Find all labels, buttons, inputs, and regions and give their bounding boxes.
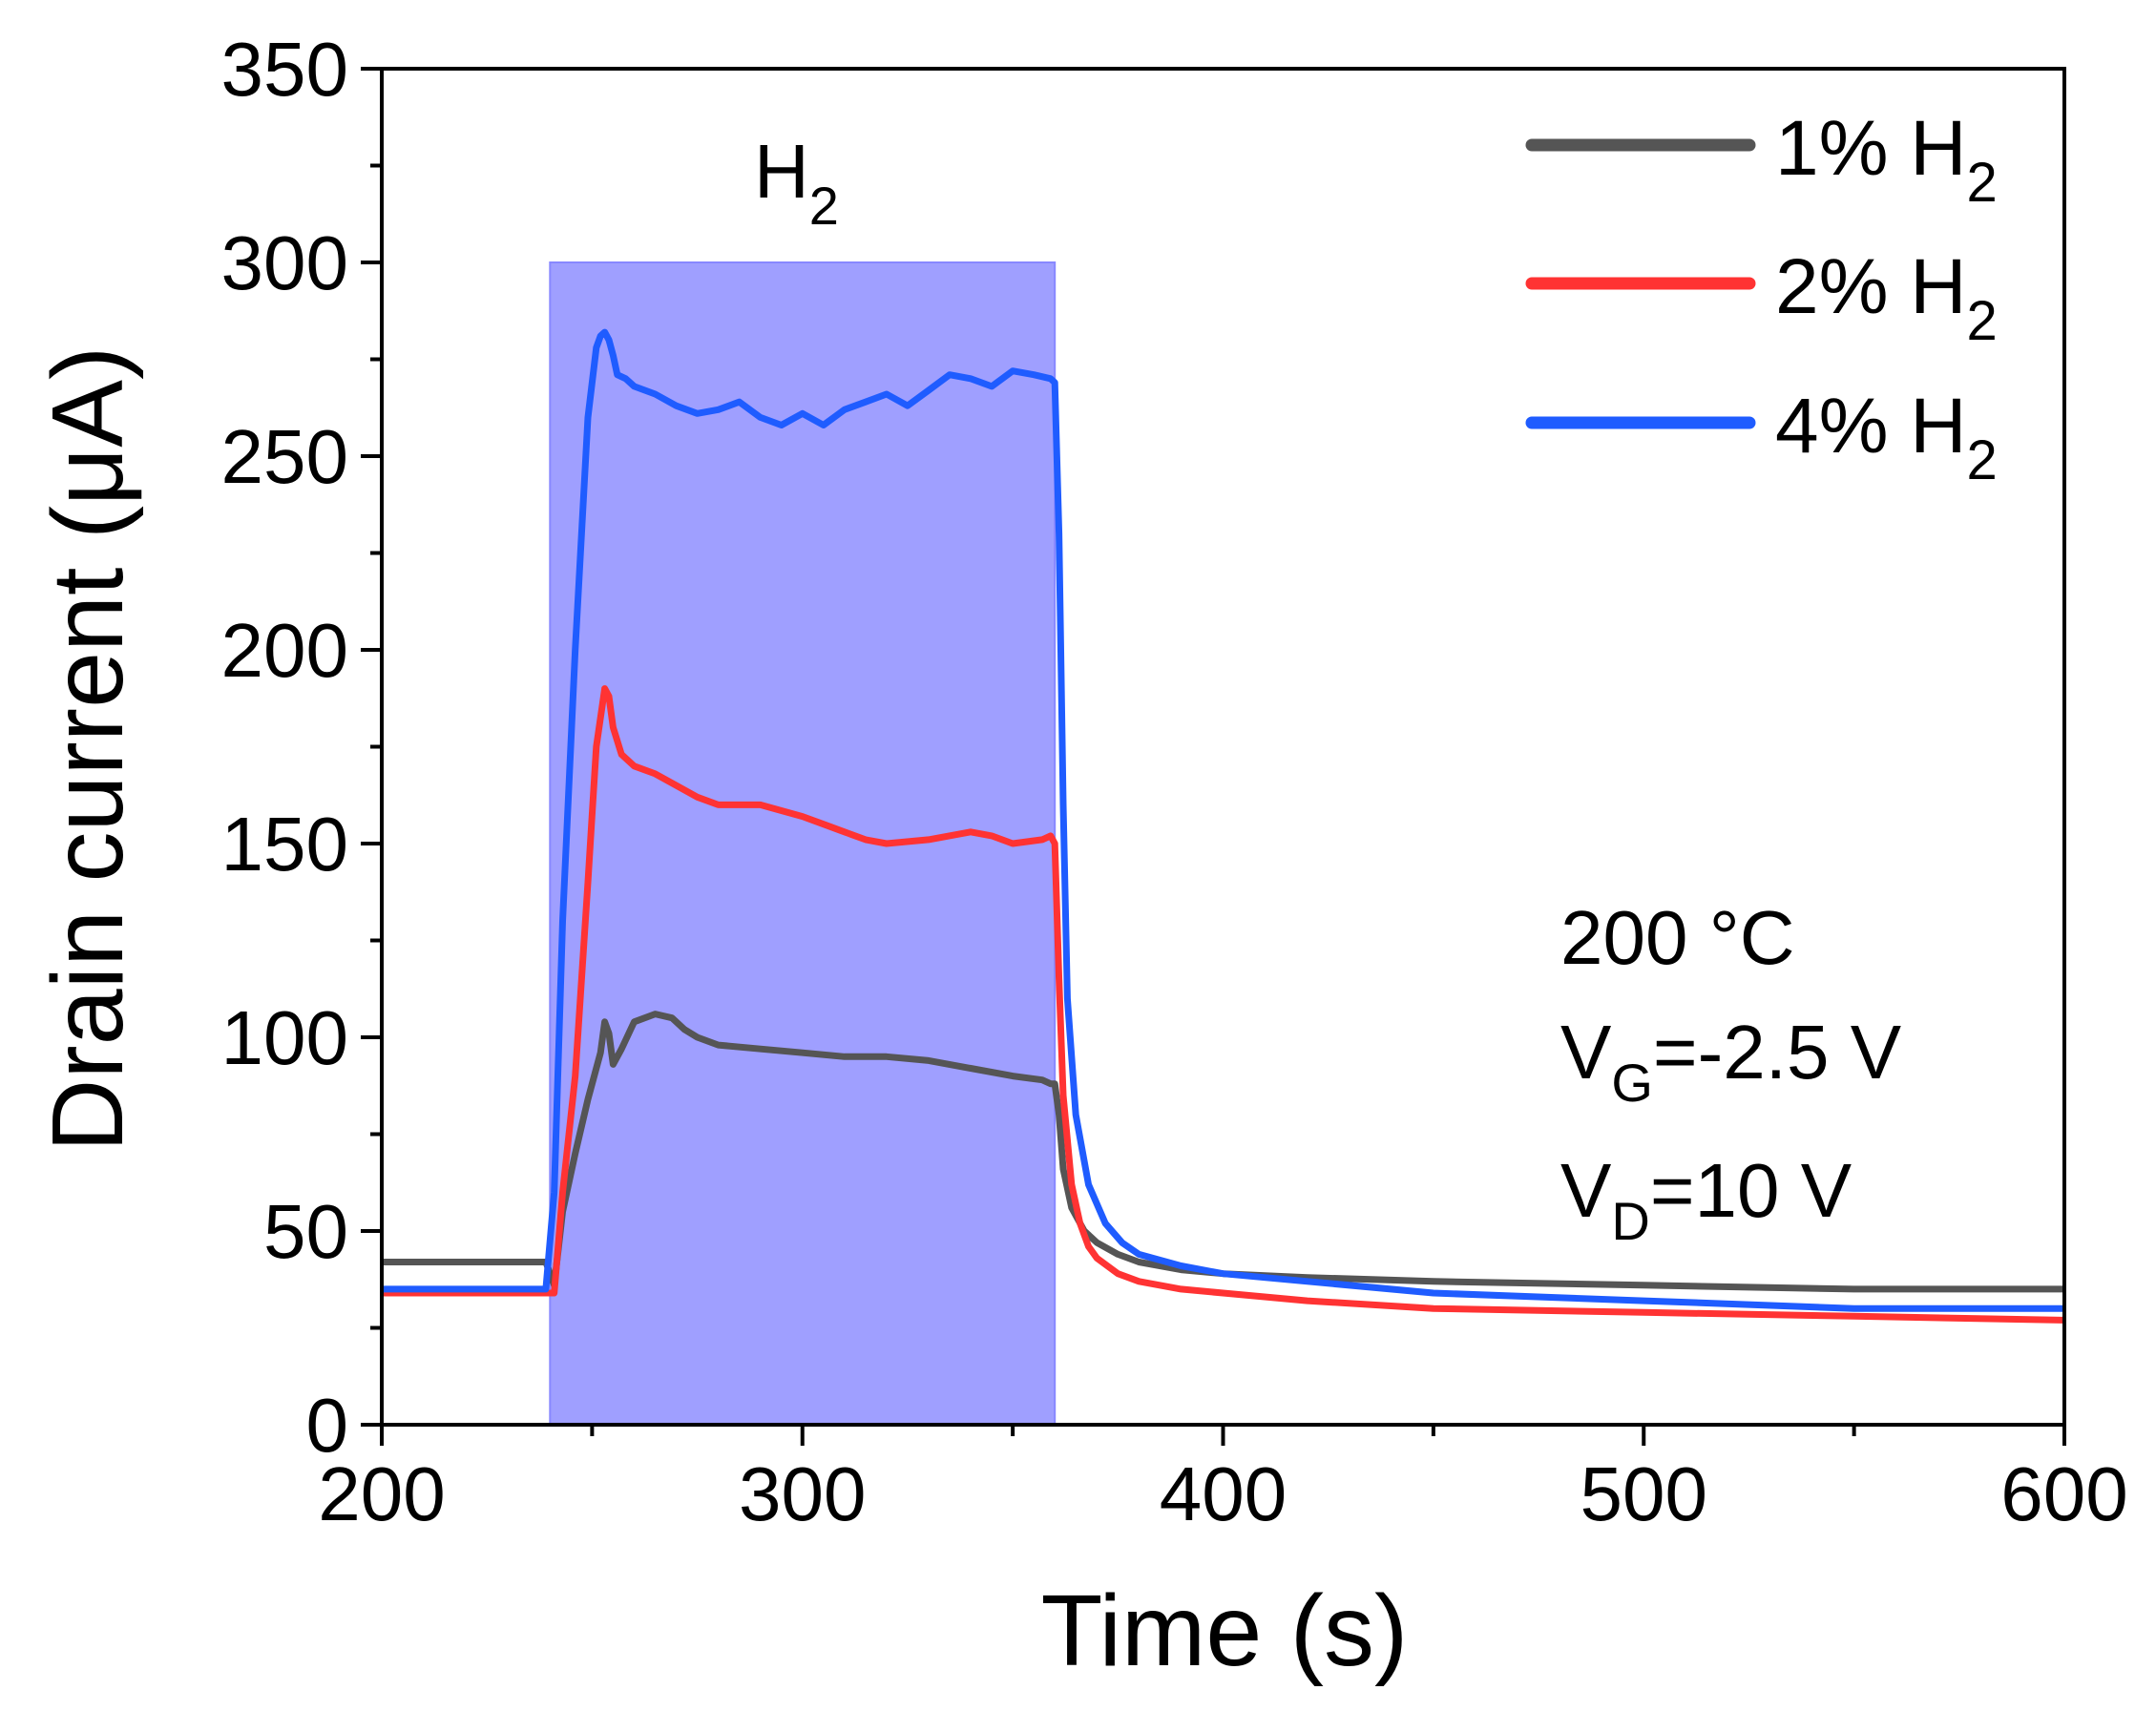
- series-line-1: [382, 1011, 2064, 1293]
- x-tick-label: 500: [1580, 1451, 1707, 1536]
- y-tick-label: 150: [221, 802, 348, 887]
- drain-voltage-label: VD=10 V: [1560, 1148, 1852, 1251]
- temperature-label: 200 °C: [1560, 895, 1794, 980]
- series-lines: [382, 328, 2065, 1324]
- y-tick-label: 200: [221, 608, 348, 693]
- y-tick-label: 50: [263, 1189, 348, 1274]
- x-tick-labels: 200 300 400 500 600: [318, 1451, 2127, 1536]
- x-tick-label: 400: [1160, 1451, 1287, 1536]
- y-tick-label: 100: [221, 995, 348, 1080]
- legend-label-2pct: 2% H2: [1775, 243, 1998, 352]
- legend-label-4pct: 4% H2: [1775, 383, 1998, 491]
- legend-label-1pct: 1% H2: [1775, 105, 1998, 214]
- x-tick-label: 600: [2000, 1451, 2127, 1536]
- y-tick-label: 250: [221, 414, 348, 499]
- y-tick-label: 300: [221, 220, 348, 305]
- y-tick-label: 350: [221, 27, 348, 112]
- y-tick-label: 0: [306, 1383, 349, 1468]
- x-axis-title: Time (s): [1041, 1575, 1409, 1687]
- h2-exposure-region: [549, 261, 1057, 1426]
- h2-region-label: H2: [754, 129, 839, 236]
- series-line-3: [382, 328, 2064, 1312]
- y-tick-labels: 0 50 100 150 200 250 300 350: [221, 27, 348, 1468]
- series-line-2: [382, 685, 2065, 1324]
- legend: 1% H2 2% H2 4% H2: [1525, 105, 1998, 491]
- y-axis-title: Drain current (μA): [31, 346, 144, 1152]
- axis-ticks: [361, 67, 2066, 1446]
- conditions-annotation: 200 °C VG=-2.5 V VD=10 V: [1560, 895, 1902, 1251]
- x-tick-label: 300: [739, 1451, 866, 1536]
- x-tick-label: 200: [318, 1451, 445, 1536]
- gate-voltage-label: VG=-2.5 V: [1560, 1010, 1902, 1113]
